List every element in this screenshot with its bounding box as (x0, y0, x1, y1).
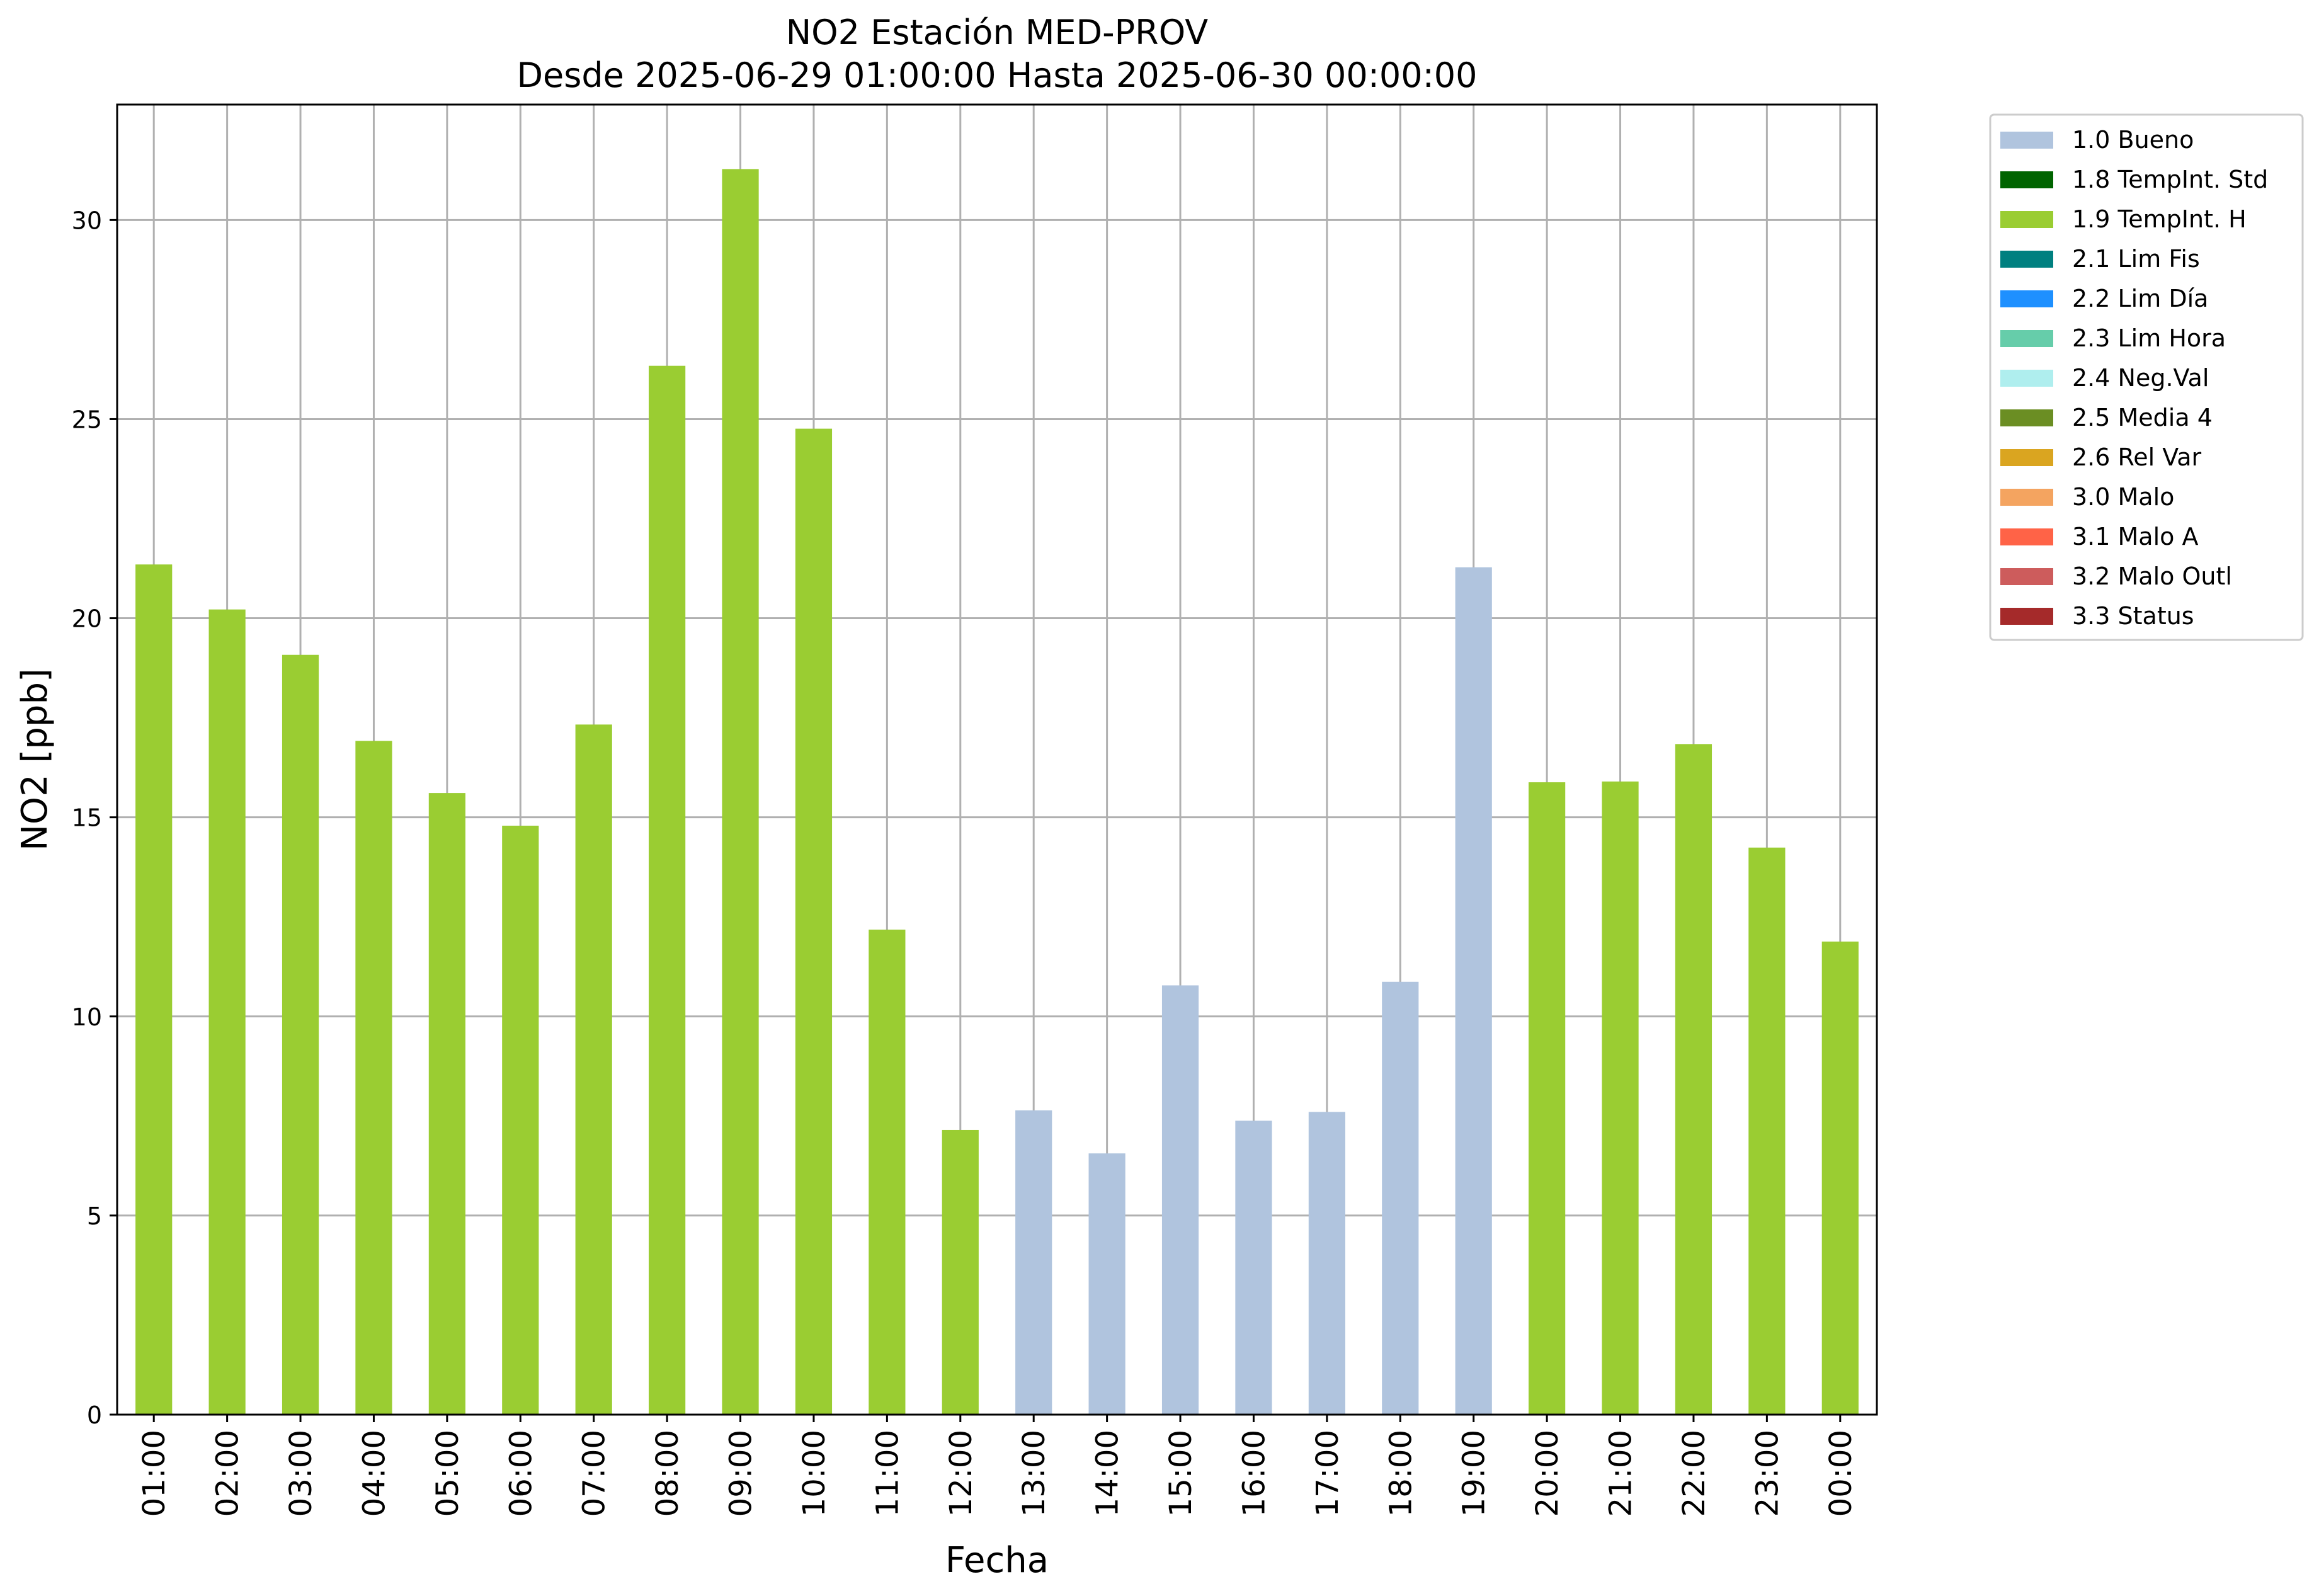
legend-label: 3.2 Malo Outl (2072, 562, 2232, 590)
y-tick-label: 30 (72, 207, 102, 234)
x-tick-label: 15:00 (1163, 1430, 1199, 1517)
legend-label: 1.8 TempInt. Std (2072, 166, 2268, 193)
legend-label: 3.0 Malo (2072, 483, 2174, 511)
legend-label: 2.6 Rel Var (2072, 443, 2202, 471)
y-tick-label: 25 (72, 406, 102, 433)
bar (722, 169, 759, 1415)
x-tick-label: 02:00 (210, 1430, 246, 1517)
legend-label: 3.3 Status (2072, 602, 2194, 630)
legend-label: 3.1 Malo A (2072, 523, 2198, 550)
bar (1235, 1120, 1272, 1415)
y-tick-label: 0 (87, 1401, 102, 1429)
bar (1821, 941, 1859, 1415)
x-tick-label: 13:00 (1017, 1430, 1052, 1517)
chart-subtitle: Desde 2025-06-29 01:00:00 Hasta 2025-06-… (516, 55, 1477, 95)
legend-swatch (2000, 528, 2053, 545)
plot-frame (116, 103, 1878, 1416)
x-tick-label: 14:00 (1090, 1430, 1125, 1517)
legend-swatch (2000, 489, 2053, 506)
x-tick-label: 08:00 (650, 1430, 685, 1517)
legend-swatch (2000, 330, 2053, 347)
bar (1675, 744, 1712, 1415)
bar (795, 428, 833, 1415)
y-axis-label: NO2 [ppb] (14, 668, 55, 851)
legend-swatch (2000, 132, 2053, 149)
bar (1602, 781, 1639, 1415)
legend: 1.0 Bueno 1.8 TempInt. Std 1.9 TempInt. H 2… (1989, 113, 2304, 641)
legend-label: 1.0 Bueno (2072, 126, 2194, 154)
legend-swatch (2000, 449, 2053, 466)
bar (282, 654, 319, 1415)
x-tick-label: 00:00 (1823, 1430, 1859, 1517)
legend-items: 1.0 Bueno 1.8 TempInt. Std 1.9 TempInt. H 2… (2000, 126, 2268, 630)
bar (1308, 1112, 1345, 1415)
legend-label: 1.9 TempInt. H (2072, 205, 2247, 233)
x-axis-ticks: 01:00 02:00 03:00 04:00 05:00 06:00 07:00 08:00… (137, 1415, 1859, 1517)
bars (135, 169, 1859, 1415)
bar (942, 1129, 979, 1415)
x-tick-label: 05:00 (430, 1430, 465, 1517)
y-tick-label: 20 (72, 605, 102, 633)
x-tick-label: 07:00 (577, 1430, 612, 1517)
x-tick-label: 11:00 (870, 1430, 905, 1517)
legend-swatch (2000, 409, 2053, 426)
bar (355, 741, 392, 1415)
legend-swatch (2000, 608, 2053, 625)
x-tick-label: 04:00 (356, 1430, 392, 1517)
bar (1161, 985, 1199, 1415)
x-tick-label: 12:00 (943, 1430, 979, 1517)
bar (208, 609, 246, 1415)
bar (1455, 567, 1492, 1415)
legend-swatch (2000, 568, 2053, 585)
x-tick-label: 19:00 (1457, 1430, 1492, 1517)
x-tick-label: 20:00 (1530, 1430, 1565, 1517)
x-tick-label: 16:00 (1236, 1430, 1272, 1517)
x-tick-label: 22:00 (1677, 1430, 1712, 1517)
bar (575, 724, 612, 1415)
legend-swatch (2000, 370, 2053, 387)
bar (1088, 1153, 1125, 1415)
y-tick-label: 10 (72, 1003, 102, 1031)
legend-label: 2.4 Neg.Val (2072, 364, 2209, 392)
bar (869, 929, 906, 1415)
bar (1382, 981, 1419, 1415)
legend-label: 2.3 Lim Hora (2072, 324, 2226, 352)
x-tick-label: 23:00 (1750, 1430, 1785, 1517)
legend-swatch (2000, 290, 2053, 307)
x-tick-label: 01:00 (137, 1430, 172, 1517)
y-tick-label: 5 (87, 1202, 102, 1230)
bar (1529, 782, 1566, 1415)
x-axis-label: Fecha (945, 1540, 1049, 1581)
legend-frame (1989, 113, 2304, 641)
x-tick-label: 21:00 (1604, 1430, 1639, 1517)
bar (428, 793, 465, 1415)
x-tick-label: 09:00 (724, 1430, 759, 1517)
bar (1015, 1110, 1052, 1415)
bar (502, 825, 539, 1415)
x-tick-label: 17:00 (1310, 1430, 1345, 1517)
x-tick-label: 10:00 (797, 1430, 832, 1517)
y-tick-label: 15 (72, 804, 102, 832)
x-tick-label: 06:00 (503, 1430, 538, 1517)
y-axis-ticks: 0 5 10 15 20 25 30 (72, 207, 117, 1429)
legend-label: 2.1 Lim Fis (2072, 245, 2200, 273)
x-tick-label: 03:00 (283, 1430, 319, 1517)
legend-swatch (2000, 171, 2053, 188)
bar (1748, 847, 1786, 1415)
chart-title: NO2 Estación MED-PROV (786, 13, 1208, 52)
x-tick-label: 18:00 (1383, 1430, 1418, 1517)
bar (649, 365, 686, 1415)
bar (135, 564, 173, 1415)
legend-swatch (2000, 211, 2053, 228)
legend-swatch (2000, 251, 2053, 268)
legend-label: 2.5 Media 4 (2072, 404, 2213, 431)
legend-label: 2.2 Lim Día (2072, 285, 2208, 312)
